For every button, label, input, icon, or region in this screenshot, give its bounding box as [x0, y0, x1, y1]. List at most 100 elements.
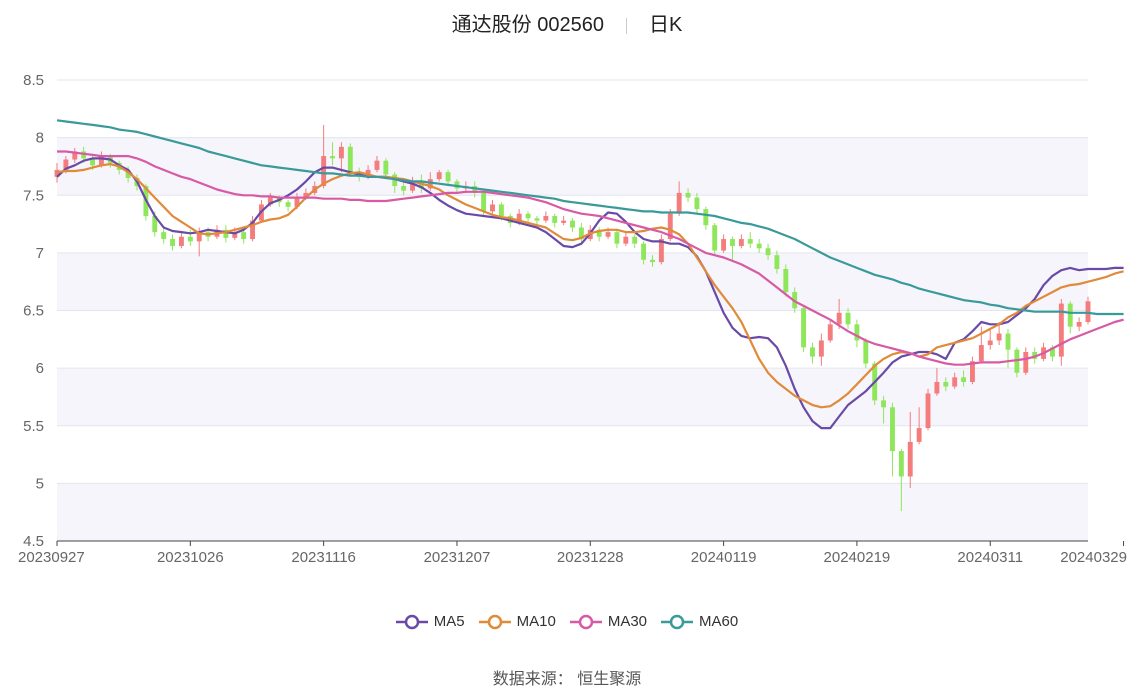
y-tick-label: 7.5: [23, 187, 44, 204]
candle-body: [427, 179, 433, 189]
candle-body: [303, 192, 309, 198]
candle-body: [703, 209, 709, 226]
candle-body: [534, 218, 540, 221]
candle-body: [863, 340, 869, 364]
y-tick-label: 5.5: [23, 418, 44, 435]
candle-body: [943, 381, 949, 387]
candle-body: [285, 202, 291, 207]
x-tick-label: 20240329: [1060, 549, 1127, 566]
candle-body: [1014, 349, 1020, 373]
candle-body: [401, 186, 407, 191]
source-label: 数据来源：: [492, 671, 573, 688]
candle-body: [738, 239, 744, 246]
candle-body: [1050, 347, 1055, 357]
candle-body: [907, 441, 913, 477]
candle-body: [934, 381, 940, 394]
candle-body: [970, 361, 975, 382]
candle-body: [596, 229, 602, 237]
candle-body: [827, 324, 833, 341]
candle-body: [1067, 303, 1073, 327]
grid-band: [57, 137, 1088, 196]
candle-body: [641, 243, 647, 260]
candle-body: [490, 204, 495, 212]
legend-label: MA5: [433, 613, 465, 630]
candle-body: [98, 156, 104, 166]
candle-body: [436, 172, 442, 180]
candle-body: [294, 197, 300, 207]
candle-body: [392, 174, 398, 187]
candle-body: [810, 347, 815, 357]
candle-body: [543, 215, 549, 221]
candle-body: [783, 269, 789, 293]
candle-body: [63, 159, 69, 170]
grid-band: [57, 483, 1088, 541]
candle-body: [774, 255, 780, 270]
candle-body: [347, 146, 353, 173]
candle-body: [196, 232, 202, 242]
grid-band: [57, 368, 1088, 426]
legend-item-ma30[interactable]: MA30: [569, 613, 648, 630]
y-tick-label: 4.5: [23, 533, 44, 550]
grid-band: [57, 252, 1088, 311]
candle-body: [516, 213, 522, 223]
candle-body: [170, 239, 175, 246]
x-tick-label: 20231026: [157, 549, 224, 566]
legend-label: MA60: [699, 613, 739, 630]
y-tick-label: 8: [36, 130, 44, 147]
grid-lines: [57, 79, 1088, 542]
candle-body: [187, 236, 193, 242]
candle-body: [54, 169, 60, 177]
candle-body: [881, 400, 887, 408]
candle-body: [561, 220, 567, 223]
ma-line-ma30: [57, 150, 1124, 366]
candlestick-chart: 4.555.566.577.588.5 20230927 20231026 2023…: [18, 72, 1127, 566]
candle-body: [898, 451, 904, 477]
candle-body: [925, 393, 931, 429]
candle-body: [383, 160, 389, 175]
candle-body: [632, 236, 638, 244]
candle-body: [570, 220, 575, 228]
candle-body: [267, 197, 273, 205]
candle-body: [578, 227, 584, 240]
candle-body: [765, 248, 771, 256]
legend-item-ma10[interactable]: MA10: [478, 613, 556, 630]
candle-body: [685, 192, 691, 198]
legend-label: MA30: [607, 613, 648, 630]
candle-body: [978, 345, 984, 362]
candle-body: [152, 215, 158, 233]
candle-body: [161, 232, 167, 240]
candle-body: [1023, 351, 1029, 373]
candle-body: [178, 236, 184, 246]
plot-background: [57, 137, 1088, 541]
candle-body: [756, 243, 762, 249]
x-tick-label: 20240119: [691, 549, 757, 566]
candle-body: [454, 181, 460, 189]
x-tick-label: 20231228: [557, 549, 624, 566]
candle-body: [1076, 322, 1082, 327]
candles: [54, 124, 1091, 512]
candle-body: [472, 186, 478, 193]
candle-body: [481, 192, 487, 212]
candle-body: [445, 172, 451, 182]
x-tick-label: 20231207: [424, 549, 491, 566]
period-tab[interactable]: 日K: [648, 14, 683, 36]
candle-body: [845, 312, 851, 325]
legend-marker-icon: [661, 614, 694, 629]
candle-body: [72, 151, 78, 160]
candle-body: [801, 308, 807, 348]
legend-label: MA10: [516, 613, 556, 630]
candle-body: [961, 377, 967, 382]
legend-item-ma5[interactable]: MA5: [395, 613, 465, 630]
data-source: 数据来源： 恒生聚源: [0, 665, 1134, 689]
chart-title: 通达股份 002560 日K: [0, 8, 1134, 37]
candle-body: [241, 232, 247, 240]
candle-body: [125, 169, 131, 178]
x-tick-label: 20231116: [291, 549, 356, 566]
candle-body: [854, 324, 860, 341]
candle-body: [676, 192, 682, 214]
candle-body: [374, 160, 380, 170]
candle-body: [890, 407, 895, 452]
legend-item-ma60[interactable]: MA60: [661, 613, 738, 630]
candle-body: [623, 236, 629, 244]
stock-name: 通达股份 002560: [451, 14, 604, 36]
